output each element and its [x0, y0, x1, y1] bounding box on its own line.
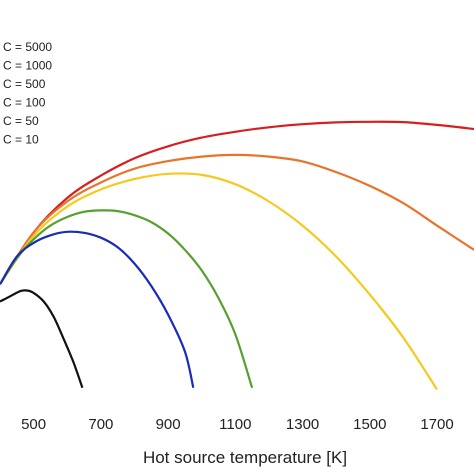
legend-entry-2: C = 500	[3, 77, 46, 91]
legend-entry-4: C = 50	[3, 114, 39, 128]
x-tick-label-6: 1700	[420, 416, 453, 433]
series-layer	[0, 120, 474, 391]
legend-entry-3: C = 100	[3, 96, 46, 110]
x-tick-label-3: 1100	[219, 416, 251, 433]
series-line-1	[0, 153, 474, 285]
series-line-0	[0, 120, 474, 285]
series-line-4	[0, 230, 195, 389]
legend-entry-0: C = 5000	[3, 40, 52, 54]
legend: C = 5000 C = 1000 C = 500 C = 100 C = 50 C = …	[3, 40, 52, 147]
legend-entry-1: C = 1000	[3, 59, 52, 73]
x-tick-label-4: 1300	[286, 416, 319, 433]
legend-entry-5: C = 10	[3, 133, 39, 147]
x-tick-label-5: 1500	[353, 416, 386, 433]
series-line-2	[0, 172, 438, 391]
x-tick-label-2: 900	[156, 416, 181, 433]
series-line-3	[0, 209, 254, 389]
x-axis-title: Hot source temperature [K]	[143, 448, 347, 467]
series-line-5	[0, 289, 84, 389]
x-tick-label-0: 500	[21, 416, 46, 433]
x-axis-ticks: 500 700 900 1100 1300 1500 1700	[21, 416, 454, 433]
x-tick-label-1: 700	[88, 416, 113, 433]
